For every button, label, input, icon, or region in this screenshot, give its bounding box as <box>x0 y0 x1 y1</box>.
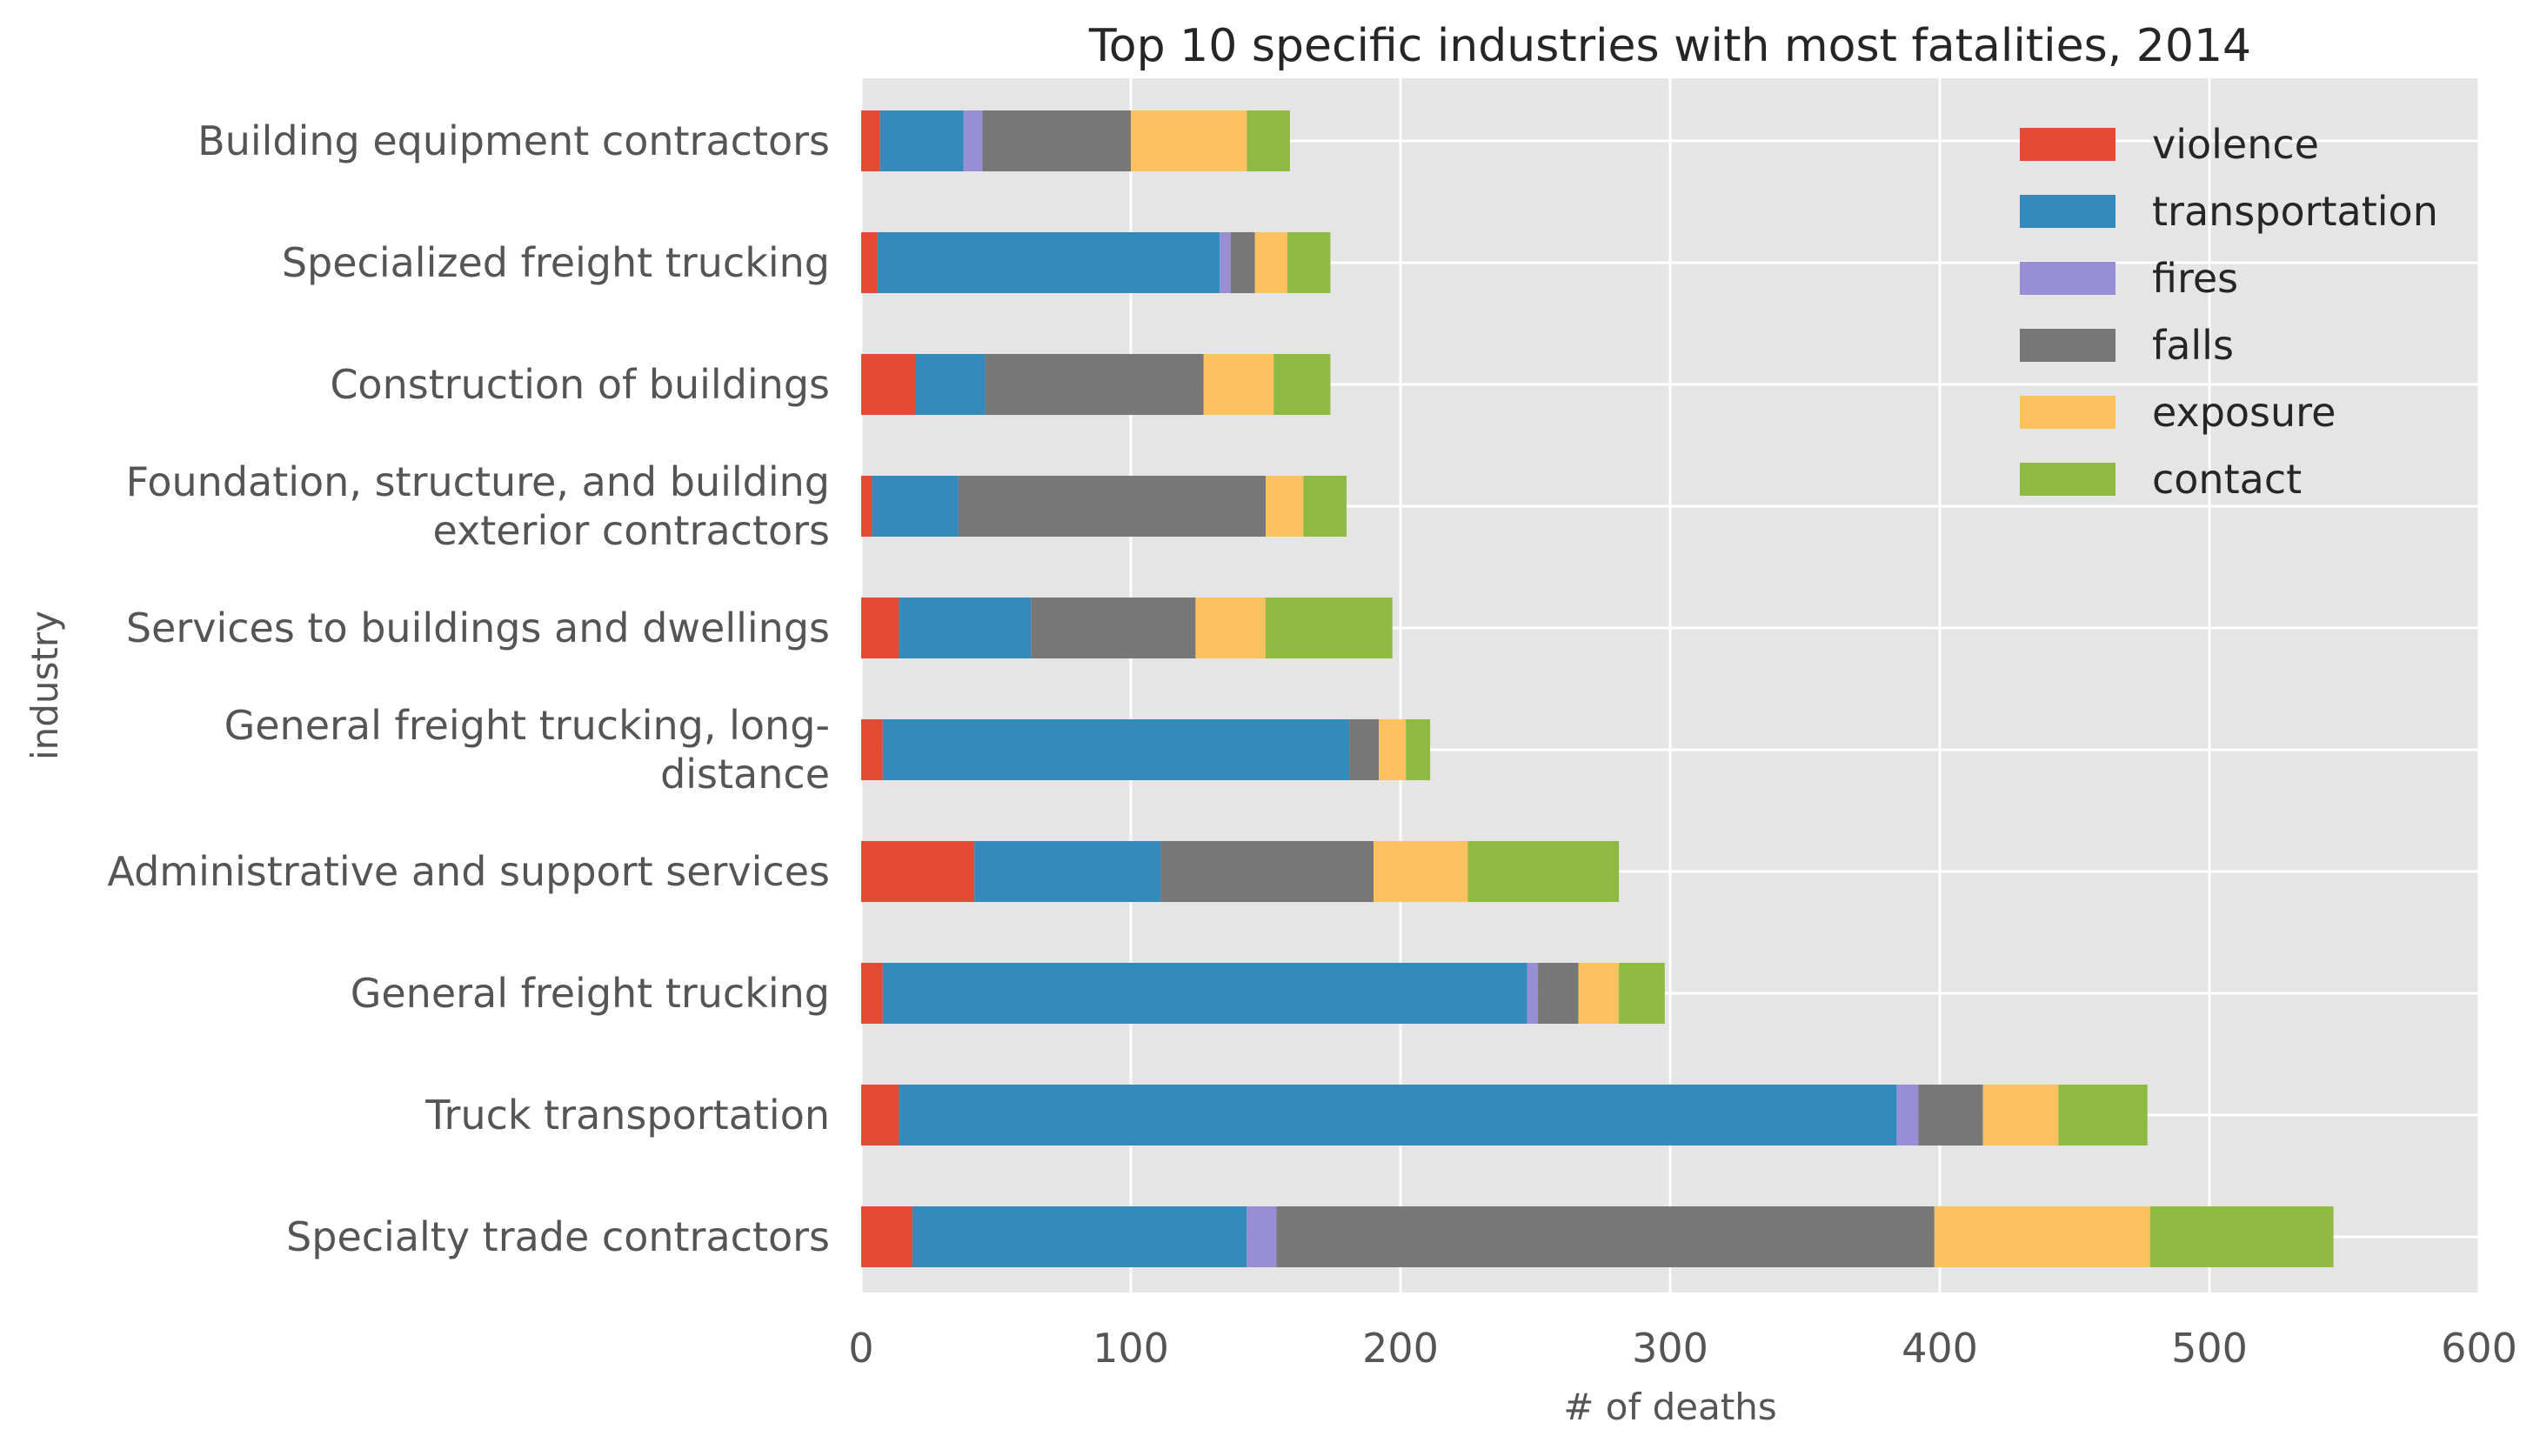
y-tick-label: Administrative and support services <box>107 848 830 895</box>
legend-label-fires: fires <box>2152 255 2238 302</box>
bar-segment-exposure <box>1379 719 1407 780</box>
bar-segment-violence <box>861 232 878 293</box>
bar-segment-contact <box>1266 598 1393 658</box>
bar-segment-violence <box>861 476 872 537</box>
bar-segment-contact <box>1303 476 1347 537</box>
bar-segment-falls <box>982 110 1131 171</box>
bar-segment-falls <box>985 354 1204 415</box>
y-tick-labels: Building equipment contractors Specialize… <box>107 117 830 1260</box>
x-tick-label: 100 <box>1093 1325 1169 1372</box>
legend: violence transportation fires falls exposure… <box>2020 121 2438 503</box>
legend-label-transportation: transportation <box>2152 188 2438 235</box>
bar-segment-fires <box>963 110 983 171</box>
bar-segment-transportation <box>879 110 964 171</box>
bar-segment-transportation <box>877 232 1220 293</box>
bar-segment-exposure <box>1254 232 1287 293</box>
bar-segment-contact <box>1406 719 1431 780</box>
bar-segment-exposure <box>1934 1206 2150 1267</box>
bar-segment-violence <box>861 963 883 1024</box>
bar-segment-transportation <box>872 476 959 537</box>
bar-segment-falls <box>1230 232 1255 293</box>
x-tick-label: 400 <box>1902 1325 1978 1372</box>
bar-segment-falls <box>1538 963 1579 1024</box>
bar-segment-transportation <box>899 1085 1897 1145</box>
bar-segment-contact <box>1247 110 1290 171</box>
legend-swatch-exposure <box>2020 396 2116 429</box>
bar-segment-contact <box>1467 841 1620 902</box>
y-axis-label: industry <box>23 611 66 760</box>
bars <box>861 110 2334 1267</box>
bar-segment-fires <box>1527 963 1539 1024</box>
y-tick-label: Truck transportation <box>424 1092 830 1139</box>
bar-segment-violence <box>861 1206 912 1267</box>
legend-swatch-contact <box>2020 463 2116 496</box>
bar-segment-falls <box>1349 719 1380 780</box>
bar-segment-contact <box>1619 963 1665 1024</box>
bar-segment-contact <box>2149 1206 2334 1267</box>
x-tick-label: 500 <box>2171 1325 2248 1372</box>
bar-segment-violence <box>861 1085 899 1145</box>
y-tick-label: Specialized freight trucking <box>282 239 830 286</box>
y-tick-label: Specialty trade contractors <box>286 1213 830 1260</box>
legend-label-exposure: exposure <box>2152 389 2336 436</box>
bar-segment-fires <box>1247 1206 1277 1267</box>
bar-segment-transportation <box>974 841 1161 902</box>
bar-segment-violence <box>861 598 899 658</box>
bar-segment-transportation <box>882 963 1527 1024</box>
bar-segment-exposure <box>1982 1085 2059 1145</box>
y-tick-label: Services to buildings and dwellings <box>126 604 830 651</box>
x-tick-label: 0 <box>848 1325 873 1372</box>
bar-segment-exposure <box>1195 598 1266 658</box>
x-tick-label: 200 <box>1362 1325 1439 1372</box>
legend-swatch-falls <box>2020 329 2116 362</box>
legend-swatch-fires <box>2020 262 2116 295</box>
legend-label-falls: falls <box>2152 322 2234 369</box>
bar-segment-falls <box>1918 1085 1983 1145</box>
bar-segment-falls <box>1276 1206 1935 1267</box>
x-tick-label: 600 <box>2441 1325 2517 1372</box>
bar-segment-exposure <box>1131 110 1247 171</box>
bar-segment-fires <box>1220 232 1231 293</box>
y-tick-label: Building equipment contractors <box>197 117 830 164</box>
y-tick-label: Foundation, structure, and building exter… <box>126 458 830 554</box>
bar-segment-contact <box>1273 354 1331 415</box>
bar-segment-violence <box>861 354 915 415</box>
y-tick-label: Construction of buildings <box>330 361 830 408</box>
bar-segment-contact <box>2058 1085 2148 1145</box>
y-tick-label: General freight trucking, long-distance <box>224 702 830 798</box>
x-axis-label: # of deaths <box>1563 1386 1777 1428</box>
bar-segment-falls <box>958 476 1266 537</box>
bar-segment-exposure <box>1374 841 1468 902</box>
bar-segment-transportation <box>912 1206 1247 1267</box>
bar-segment-falls <box>1160 841 1374 902</box>
bar-segment-violence <box>861 841 975 902</box>
bar-segment-transportation <box>915 354 986 415</box>
legend-swatch-violence <box>2020 128 2116 161</box>
legend-label-violence: violence <box>2152 121 2319 168</box>
x-tick-labels: 0 100 200 300 400 500 600 <box>848 1325 2517 1372</box>
bar-segment-falls <box>1031 598 1196 658</box>
bar-segment-exposure <box>1266 476 1304 537</box>
bar-segment-transportation <box>882 719 1350 780</box>
legend-swatch-transportation <box>2020 195 2116 228</box>
bar-segment-exposure <box>1578 963 1620 1024</box>
chart-title: Top 10 specific industries with most fat… <box>1088 20 2251 72</box>
bar-segment-violence <box>861 719 883 780</box>
bar-segment-violence <box>861 110 880 171</box>
bar-segment-fires <box>1896 1085 1919 1145</box>
y-tick-label: General freight trucking <box>351 970 830 1017</box>
bar-segment-transportation <box>899 598 1032 658</box>
bar-segment-contact <box>1287 232 1331 293</box>
x-tick-label: 300 <box>1632 1325 1708 1372</box>
bar-segment-exposure <box>1203 354 1274 415</box>
legend-label-contact: contact <box>2152 456 2302 503</box>
